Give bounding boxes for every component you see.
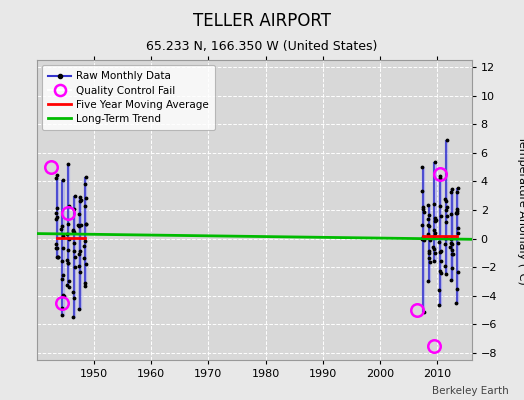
Text: TELLER AIRPORT: TELLER AIRPORT bbox=[193, 12, 331, 30]
Text: Berkeley Earth: Berkeley Earth bbox=[432, 386, 508, 396]
Text: 65.233 N, 166.350 W (United States): 65.233 N, 166.350 W (United States) bbox=[146, 40, 378, 53]
Legend: Raw Monthly Data, Quality Control Fail, Five Year Moving Average, Long-Term Tren: Raw Monthly Data, Quality Control Fail, … bbox=[42, 65, 215, 130]
Y-axis label: Temperature Anomaly (°C): Temperature Anomaly (°C) bbox=[517, 136, 524, 284]
